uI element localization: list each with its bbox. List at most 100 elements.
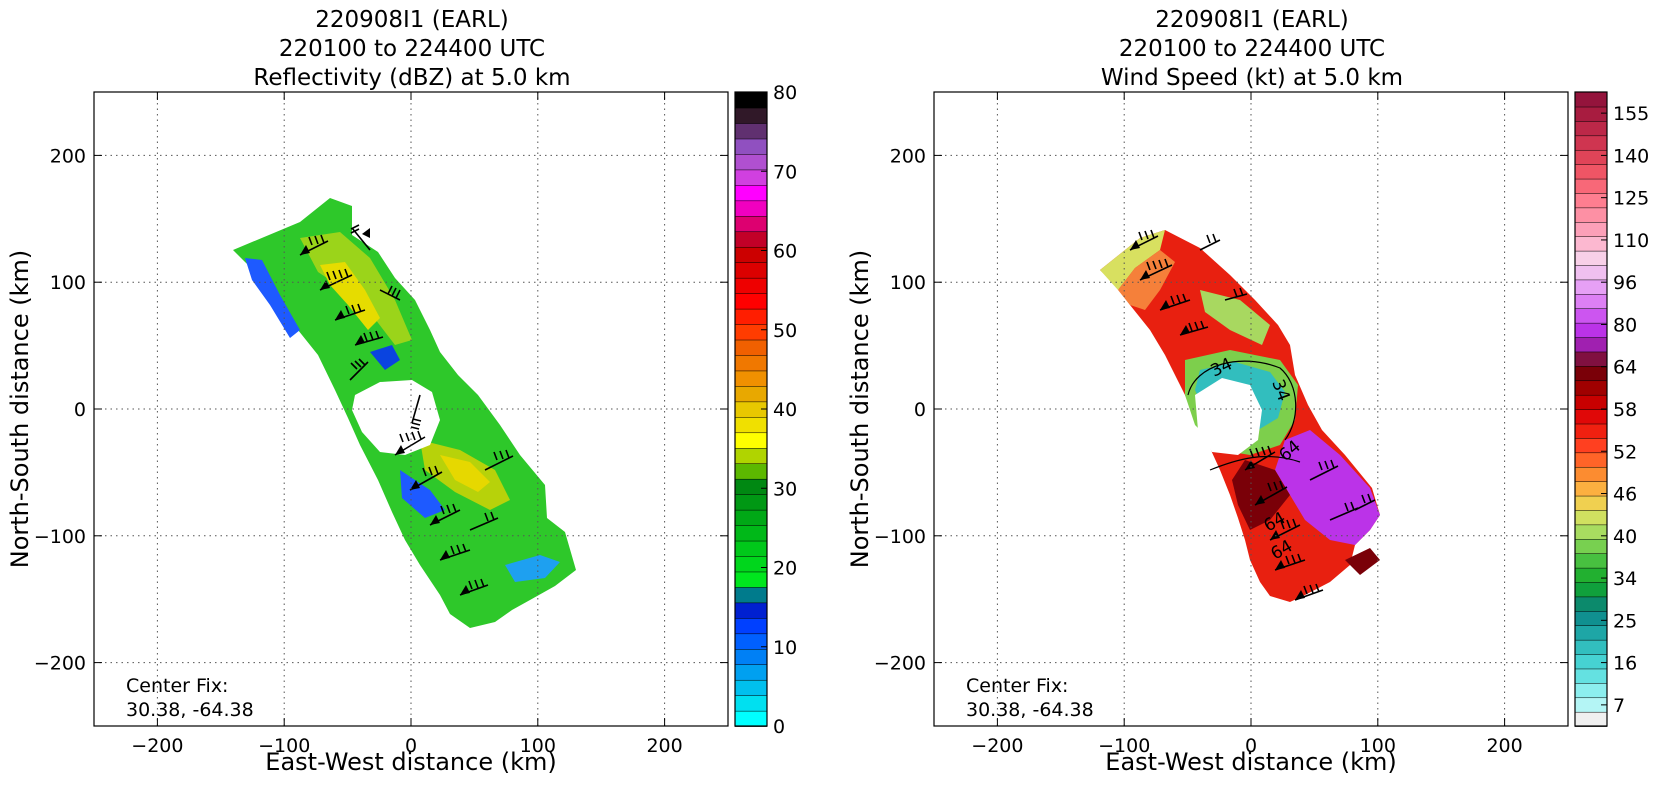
wind-barbs-right bbox=[1129, 229, 1376, 601]
colorbar-swatch bbox=[1574, 336, 1608, 353]
y-tick-label: 100 bbox=[50, 272, 86, 294]
colorbar-swatch bbox=[734, 478, 768, 495]
colorbar-swatch bbox=[1574, 668, 1608, 684]
windspeed-maroon-sw bbox=[1345, 548, 1380, 575]
reflectivity-panel: 220908I1 (EARL) 220100 to 224400 UTC Ref… bbox=[6, 7, 797, 776]
y-tick-label: 200 bbox=[50, 145, 86, 167]
colorbar-swatch bbox=[734, 339, 768, 356]
x-tick-label: −200 bbox=[971, 735, 1023, 757]
chart-title-line-3: Reflectivity (dBZ) at 5.0 km bbox=[253, 65, 570, 91]
colorbar-tick-label: 70 bbox=[773, 161, 797, 183]
x-tick-label: 0 bbox=[1245, 735, 1257, 757]
x-tick-label: 200 bbox=[646, 735, 682, 757]
colorbar-tick-label: 60 bbox=[773, 241, 797, 263]
colorbar-swatch bbox=[734, 586, 768, 604]
colorbar-tick-label: 7 bbox=[1613, 695, 1625, 717]
x-tick-label: −100 bbox=[1098, 735, 1150, 757]
center-fix-label: Center Fix: bbox=[966, 675, 1068, 697]
colorbar-tick-label: 155 bbox=[1613, 103, 1649, 125]
x-axis-label: East-West distance (km) bbox=[265, 748, 556, 776]
chart-title-line-2: 220100 to 224400 UTC bbox=[279, 36, 545, 62]
colorbar-swatch bbox=[734, 571, 768, 588]
y-tick-label: 200 bbox=[890, 145, 926, 167]
windspeed-purple bbox=[1275, 430, 1380, 545]
colorbar-swatch bbox=[1574, 423, 1608, 439]
y-tick-label: −200 bbox=[34, 653, 86, 675]
colorbar-tick-label: 125 bbox=[1613, 188, 1649, 210]
colorbar-swatch bbox=[734, 370, 768, 387]
grid-left bbox=[94, 92, 728, 726]
colorbar-swatch bbox=[1574, 379, 1608, 396]
colorbar-swatch bbox=[1574, 264, 1608, 281]
center-fix-value: 30.38, -64.38 bbox=[966, 699, 1094, 721]
colorbar-swatch bbox=[1574, 567, 1608, 583]
y-tick-label: −100 bbox=[34, 526, 86, 548]
windspeed-green-n bbox=[1200, 290, 1270, 345]
colorbar-swatch bbox=[1574, 581, 1608, 598]
colorbar-swatch bbox=[734, 385, 768, 403]
colorbar-swatch bbox=[1574, 221, 1608, 237]
colorbar-swatch bbox=[1574, 437, 1608, 454]
x-tick-label: 0 bbox=[405, 735, 417, 757]
colorbar-tick-label: 34 bbox=[1613, 568, 1637, 590]
reflectivity-band-yellow bbox=[320, 262, 380, 330]
x-axis-ticks: −200 −100 0 100 200 bbox=[971, 92, 1523, 757]
x-tick-label: 100 bbox=[520, 735, 556, 757]
colorbar-swatch bbox=[1574, 524, 1608, 540]
colorbar-tick-label: 80 bbox=[1613, 314, 1637, 336]
colorbar-swatch bbox=[1574, 495, 1608, 511]
y-tick-label: 0 bbox=[74, 399, 86, 421]
colorbar-tick-label: 50 bbox=[773, 320, 797, 342]
x-axis-label: East-West distance (km) bbox=[1105, 748, 1396, 776]
colorbar-tick-label: 20 bbox=[773, 558, 797, 580]
x-tick-label: 200 bbox=[1486, 735, 1522, 757]
wind-barb-flags-right bbox=[1130, 240, 1305, 600]
colorbar-swatch bbox=[1574, 91, 1608, 108]
colorbar-swatch bbox=[734, 153, 768, 171]
colorbar-swatch bbox=[1574, 163, 1608, 180]
colorbar-tick-label: 80 bbox=[773, 82, 797, 104]
colorbar-swatch bbox=[1574, 408, 1608, 425]
colorbar-swatch bbox=[1574, 552, 1608, 569]
colorbar-swatch bbox=[734, 184, 768, 202]
colorbar-reflectivity: 0 10 20 30 40 50 60 70 80 bbox=[734, 82, 797, 738]
colorbar-swatch bbox=[734, 648, 768, 665]
colorbar-swatch bbox=[1574, 250, 1608, 266]
y-axis-ticks: −200 −100 0 100 200 bbox=[34, 145, 728, 675]
colorbar-swatch bbox=[1574, 207, 1608, 223]
y-tick-label: 0 bbox=[914, 399, 926, 421]
colorbar-swatch bbox=[1574, 279, 1608, 295]
colorbar-swatch bbox=[734, 431, 768, 449]
colorbar-swatch bbox=[1574, 120, 1608, 137]
colorbar-swatch bbox=[734, 679, 768, 696]
colorbar-swatch bbox=[734, 308, 768, 325]
colorbar-tick-label: 0 bbox=[773, 716, 785, 738]
colorbar-swatch bbox=[1574, 307, 1608, 324]
colorbar-swatch bbox=[1574, 365, 1608, 382]
colorbar-swatch bbox=[734, 246, 768, 263]
colorbar-swatch bbox=[1574, 192, 1608, 209]
colorbar-swatch bbox=[1574, 624, 1608, 641]
colorbar-swatch bbox=[734, 91, 768, 109]
reflectivity-eye bbox=[352, 380, 440, 455]
colorbar-swatch bbox=[1574, 538, 1608, 554]
colorbar-swatch bbox=[1574, 639, 1608, 655]
chart-title-line-1: 220908I1 (EARL) bbox=[1155, 7, 1349, 33]
colorbar-tick-label: 30 bbox=[773, 478, 797, 500]
chart-title-line-3: Wind Speed (kt) at 5.0 km bbox=[1101, 65, 1403, 91]
colorbar-swatch bbox=[734, 261, 768, 279]
colorbar-swatch bbox=[734, 138, 768, 155]
grid-right bbox=[934, 92, 1568, 726]
colorbar-swatch bbox=[734, 509, 768, 526]
colorbar-swatch bbox=[1574, 610, 1608, 626]
colorbar-tick-label: 40 bbox=[773, 399, 797, 421]
windspeed-eye bbox=[1195, 378, 1262, 455]
colorbar-swatch bbox=[734, 710, 768, 727]
colorbar-swatch bbox=[734, 292, 768, 310]
colorbar-swatch bbox=[1574, 106, 1608, 122]
colorbar-swatch bbox=[734, 416, 768, 434]
colorbar-swatch bbox=[1574, 394, 1608, 410]
colorbar-swatch bbox=[734, 617, 768, 635]
colorbar-swatch bbox=[734, 199, 768, 217]
windspeed-light-nw bbox=[1100, 230, 1165, 290]
